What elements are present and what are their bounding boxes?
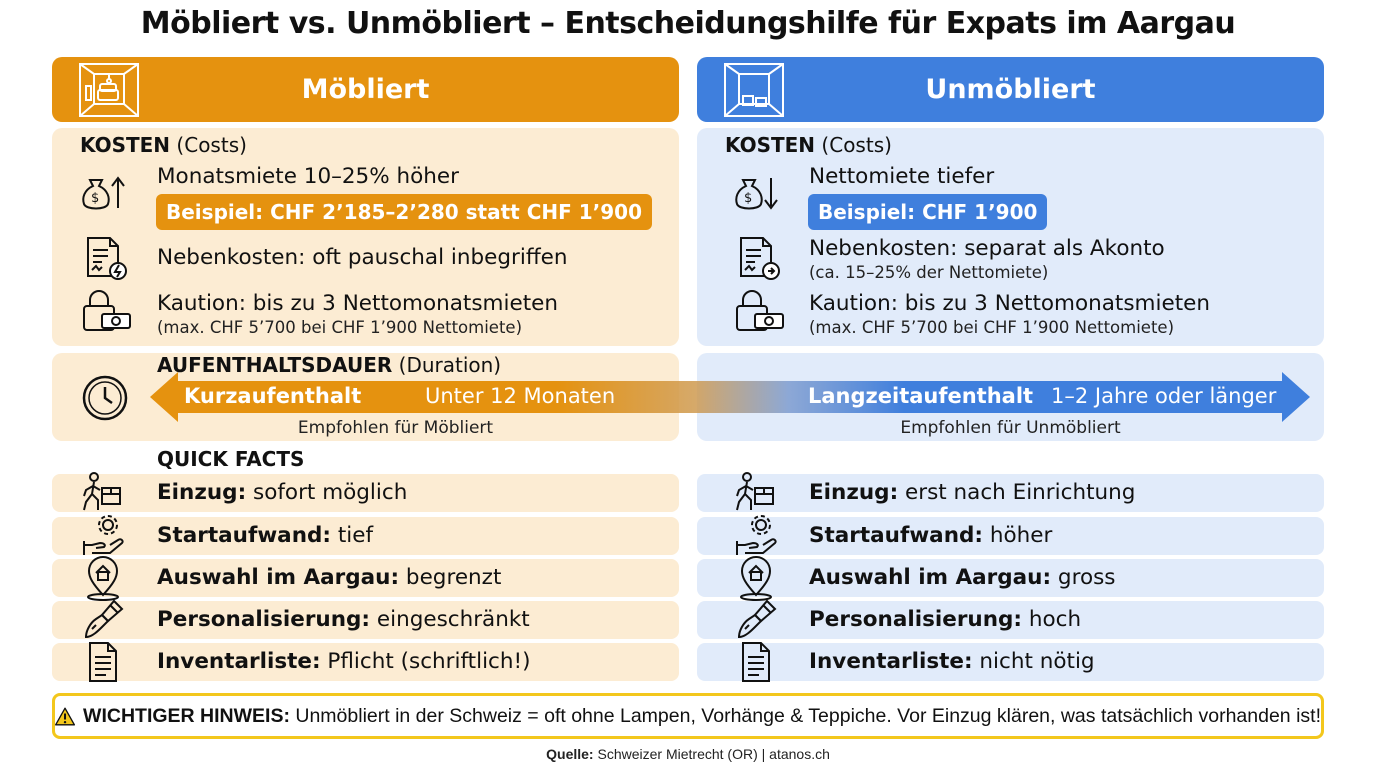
warning-icon <box>55 706 76 726</box>
document-icon <box>733 639 779 685</box>
page-title: Möbliert vs. Unmöbliert – Entscheidungsh… <box>140 6 1236 41</box>
nebenkosten-subtext: (ca. 15–25% der Nettomiete) <box>809 263 1049 282</box>
fact-text: Auswahl im Aargau: gross <box>809 565 1116 590</box>
header-unmoebliert-label: Unmöbliert <box>925 74 1096 105</box>
map-pin-home-icon <box>80 555 126 601</box>
empfohlen-unmoebliert: Empfohlen für Unmöbliert <box>900 418 1121 438</box>
kosten-panel-unmoebliert: KOSTEN (Costs) $ Nettomiete tiefer Beisp… <box>697 128 1324 346</box>
fact-text: Inventarliste: nicht nötig <box>809 649 1095 674</box>
fact-text: Inventarliste: Pflicht (schriftlich!) <box>157 649 531 674</box>
fact-row: Einzug: sofort möglich <box>52 472 679 512</box>
rent-text: Nettomiete tiefer <box>809 164 995 189</box>
fact-row: Startaufwand: tief <box>52 515 679 555</box>
fact-row: Startaufwand: höher <box>697 515 1324 555</box>
fact-text: Personalisierung: hoch <box>809 607 1082 632</box>
move-in-icon <box>733 470 779 516</box>
kaution-subtext: (max. CHF 5’700 bei CHF 1’900 Nettomiete… <box>809 318 1175 337</box>
kosten-label: KOSTEN (Costs) <box>725 133 892 157</box>
fact-row: Einzug: erst nach Einrichtung <box>697 472 1324 512</box>
kaution-subtext: (max. CHF 5’700 bei CHF 1’900 Nettomiete… <box>157 318 523 337</box>
rent-example-pill: Beispiel: CHF 2’185–2’280 statt CHF 1’90… <box>156 194 652 230</box>
kosten-label: KOSTEN (Costs) <box>80 133 247 157</box>
hand-gear-icon <box>733 513 779 559</box>
arrow-text-kurz: Unter 12 Monaten <box>425 384 616 408</box>
document-icon <box>80 639 126 685</box>
kosten-panel-moebliert: KOSTEN (Costs) $ Monatsmiete 10–25% höhe… <box>52 128 679 346</box>
fact-text: Einzug: sofort möglich <box>157 480 408 505</box>
fact-row: Inventarliste: nicht nötig <box>697 642 1324 682</box>
header-moebliert: Möbliert <box>52 57 679 122</box>
fact-text: Auswahl im Aargau: begrenzt <box>157 565 502 590</box>
fact-row: Personalisierung: hoch <box>697 599 1324 639</box>
utility-bill-icon <box>737 236 781 282</box>
move-in-icon <box>80 470 126 516</box>
empfohlen-moebliert: Empfohlen für Möbliert <box>297 418 494 438</box>
utility-bill-icon <box>84 236 128 282</box>
fact-text: Startaufwand: höher <box>809 523 1053 548</box>
map-pin-home-icon <box>733 555 779 601</box>
rent-text: Monatsmiete 10–25% höher <box>157 164 459 189</box>
svg-text:$: $ <box>91 191 99 206</box>
header-moebliert-label: Möbliert <box>301 74 430 105</box>
arrow-label-lang: Langzeitaufenthalt <box>808 384 1034 408</box>
empty-room-icon <box>723 62 785 118</box>
fact-row: Auswahl im Aargau: gross <box>697 556 1324 601</box>
arrow-text-lang: 1–2 Jahre oder länger <box>1051 384 1277 408</box>
dauer-label: AUFENTHALTSDAUER (Duration) <box>157 353 502 377</box>
fact-text: Einzug: erst nach Einrichtung <box>809 480 1136 505</box>
source-line: Quelle: Schweizer Mietrecht (OR) | atano… <box>546 746 830 762</box>
fact-text: Personalisierung: eingeschränkt <box>157 607 530 632</box>
nebenkosten-text: Nebenkosten: oft pauschal inbegriffen <box>157 245 568 270</box>
furnished-room-icon <box>78 62 140 118</box>
fact-row: Personalisierung: eingeschränkt <box>52 599 679 639</box>
nebenkosten-text: Nebenkosten: separat als Akonto <box>809 236 1165 261</box>
rent-example-pill: Beispiel: CHF 1’900 <box>808 194 1048 230</box>
kaution-text: Kaution: bis zu 3 Nettomonatsmieten <box>157 291 558 316</box>
notice-text: WICHTIGER HINWEIS: Unmöbliert in der Sch… <box>83 704 1321 727</box>
clock-icon <box>80 373 130 423</box>
fact-row: Auswahl im Aargau: begrenzt <box>52 556 679 601</box>
paintbrush-icon <box>80 597 126 643</box>
header-unmoebliert: Unmöbliert <box>697 57 1324 122</box>
money-bag-up-icon: $ <box>80 168 128 216</box>
duration-arrow <box>150 372 1310 422</box>
important-notice: WICHTIGER HINWEIS: Unmöbliert in der Sch… <box>52 693 1324 739</box>
paintbrush-icon <box>733 597 779 643</box>
fact-row: Inventarliste: Pflicht (schriftlich!) <box>52 642 679 682</box>
lock-money-icon <box>80 288 132 334</box>
arrow-label-kurz: Kurzaufenthalt <box>184 384 362 408</box>
lock-money-icon <box>733 288 785 334</box>
quick-facts-heading: QUICK FACTS <box>157 447 305 471</box>
svg-text:$: $ <box>744 191 752 206</box>
money-bag-down-icon: $ <box>733 168 781 216</box>
kaution-text: Kaution: bis zu 3 Nettomonatsmieten <box>809 291 1210 316</box>
fact-text: Startaufwand: tief <box>157 523 374 548</box>
hand-gear-icon <box>80 513 126 559</box>
